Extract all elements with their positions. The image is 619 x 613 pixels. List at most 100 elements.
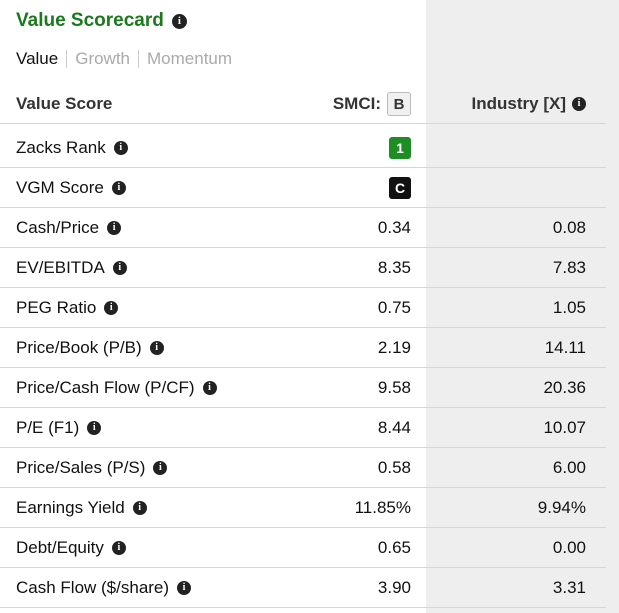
- tab-momentum[interactable]: Momentum: [147, 49, 233, 68]
- header-industry-label: Industry [X]: [471, 94, 566, 113]
- row-label: Price/Book (P/B) i: [16, 338, 164, 358]
- row-label-text: VGM Score: [16, 178, 104, 197]
- info-icon[interactable]: i: [104, 301, 119, 315]
- row-label-text: Zacks Rank: [16, 138, 106, 157]
- row-label: Debt/Equity i: [16, 538, 126, 558]
- row-label-text: EV/EBITDA: [16, 258, 105, 277]
- row-divider: [0, 123, 606, 124]
- row-label-text: Price/Sales (P/S): [16, 458, 146, 477]
- info-icon[interactable]: i: [87, 421, 102, 435]
- industry-column-background: [426, 0, 619, 613]
- row-label: Price/Cash Flow (P/CF) i: [16, 378, 217, 398]
- industry-value: 20.36: [543, 378, 586, 397]
- row-divider: [0, 607, 606, 608]
- info-icon[interactable]: i: [171, 13, 187, 29]
- row-divider: [0, 167, 606, 168]
- row-label: PEG Ratio i: [16, 298, 119, 318]
- info-icon[interactable]: i: [112, 261, 127, 275]
- info-icon[interactable]: i: [572, 97, 586, 111]
- header-value-score: Value Score: [16, 94, 113, 113]
- row-label: Cash/Price i: [16, 218, 122, 238]
- row-divider: [0, 367, 606, 368]
- table-row: Earnings Yield i 11.85% 9.94%: [0, 488, 619, 528]
- industry-value: 0.00: [552, 538, 586, 557]
- tab-divider: [138, 50, 140, 68]
- industry-value: 0.08: [552, 218, 586, 237]
- row-label-text: Price/Cash Flow (P/CF): [16, 378, 195, 397]
- smci-value: 0.34: [377, 218, 411, 237]
- industry-value: 14.11: [544, 338, 586, 357]
- smci-value: 1: [389, 137, 411, 159]
- info-icon[interactable]: i: [202, 381, 217, 395]
- info-icon[interactable]: i: [177, 581, 192, 595]
- row-label-text: Earnings Yield: [16, 498, 125, 517]
- smci-value: 0.75: [377, 298, 411, 317]
- smci-value: 0.65: [377, 538, 411, 557]
- industry-value: 1.05: [552, 298, 586, 317]
- row-label-text: P/E (F1): [16, 418, 80, 437]
- industry-value: 3.31: [552, 578, 586, 597]
- info-icon[interactable]: i: [153, 461, 168, 475]
- row-label-text: Debt/Equity: [16, 538, 104, 557]
- row-label-text: PEG Ratio: [16, 298, 97, 317]
- industry-value: 7.83: [552, 258, 586, 277]
- tab-growth[interactable]: Growth: [75, 49, 131, 68]
- row-label: Earnings Yield i: [16, 498, 147, 518]
- table-row: Cash Flow ($/share) i 3.90 3.31: [0, 568, 619, 608]
- smci-value: 9.58: [377, 378, 411, 397]
- smci-value: 0.58: [377, 458, 411, 477]
- score-tabs: Value Growth Momentum: [16, 48, 232, 70]
- header-smci: SMCI: B: [333, 92, 411, 116]
- table-row: Zacks Rank i 1: [0, 128, 619, 168]
- row-divider: [0, 567, 606, 568]
- vgm-score-badge: C: [389, 177, 411, 199]
- table-row: VGM Score i C: [0, 168, 619, 208]
- table-row: Price/Sales (P/S) i 0.58 6.00: [0, 448, 619, 488]
- row-divider: [0, 487, 606, 488]
- row-divider: [0, 287, 606, 288]
- row-label-text: Cash Flow ($/share): [16, 578, 170, 597]
- smci-value: 8.35: [377, 258, 411, 277]
- tab-value[interactable]: Value: [16, 49, 59, 68]
- row-label-text: Price/Book (P/B): [16, 338, 142, 357]
- row-divider: [0, 447, 606, 448]
- tab-divider: [66, 50, 68, 68]
- row-label-text: Cash/Price: [16, 218, 100, 237]
- table-row: PEG Ratio i 0.75 1.05: [0, 288, 619, 328]
- header-smci-label: SMCI:: [332, 94, 381, 113]
- info-icon[interactable]: i: [107, 221, 122, 235]
- row-label: Cash Flow ($/share) i: [16, 578, 192, 598]
- info-icon[interactable]: i: [111, 541, 126, 555]
- info-icon[interactable]: i: [132, 501, 147, 515]
- row-divider: [0, 207, 606, 208]
- title-text: Value Scorecard: [16, 10, 164, 31]
- smci-value: 3.90: [377, 578, 411, 597]
- industry-value: 6.00: [552, 458, 586, 477]
- scorecard-title: Value Scorecard i: [16, 8, 187, 34]
- table-row: P/E (F1) i 8.44 10.07: [0, 408, 619, 448]
- industry-value: 9.94%: [537, 498, 586, 517]
- row-divider: [0, 407, 606, 408]
- row-divider: [0, 527, 606, 528]
- table-row: Cash/Price i 0.34 0.08: [0, 208, 619, 248]
- row-label: Zacks Rank i: [16, 138, 128, 158]
- row-divider: [0, 327, 606, 328]
- value-score-badge: B: [387, 92, 411, 116]
- industry-value: 10.07: [543, 418, 586, 437]
- zacks-rank-badge: 1: [389, 137, 411, 159]
- info-icon[interactable]: i: [113, 141, 128, 155]
- smci-value: C: [389, 177, 411, 199]
- table-row: Debt/Equity i 0.65 0.00: [0, 528, 619, 568]
- row-label: Price/Sales (P/S) i: [16, 458, 168, 478]
- smci-value: 2.19: [377, 338, 411, 357]
- smci-value: 11.85%: [354, 498, 411, 517]
- table-row: EV/EBITDA i 8.35 7.83: [0, 248, 619, 288]
- row-label: P/E (F1) i: [16, 418, 102, 438]
- table-row: Price/Book (P/B) i 2.19 14.11: [0, 328, 619, 368]
- header-industry: Industry [X] i: [472, 94, 586, 114]
- table-header-row: Value Score SMCI: B Industry [X] i: [0, 84, 619, 124]
- smci-value: 8.44: [377, 418, 411, 437]
- info-icon[interactable]: i: [149, 341, 164, 355]
- row-label: EV/EBITDA i: [16, 258, 127, 278]
- info-icon[interactable]: i: [111, 181, 126, 195]
